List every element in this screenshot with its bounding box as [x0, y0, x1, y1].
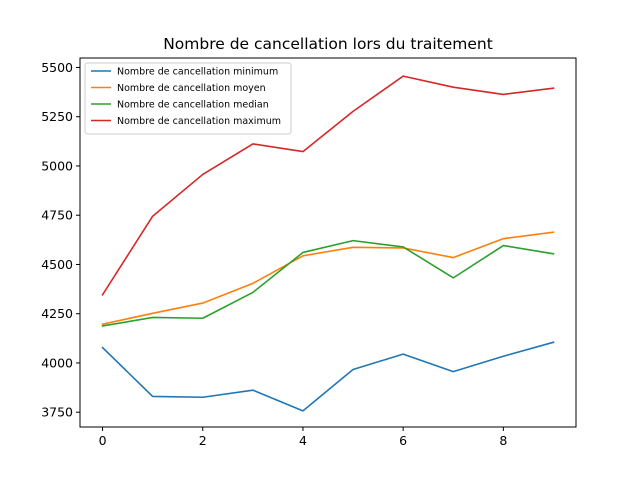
- series-line-0: [101, 341, 555, 412]
- legend-label-0: Nombre de cancellation minimum: [117, 66, 278, 77]
- x-axis: 0 2 4 6 8: [99, 427, 507, 448]
- x-tick-label: 2: [199, 433, 207, 448]
- series-layer: [101, 75, 555, 412]
- x-tick-label: 0: [99, 433, 107, 448]
- legend: Nombre de cancellation minimum Nombre de …: [84, 62, 292, 135]
- legend-label-2: Nombre de cancellation median: [117, 99, 269, 110]
- x-tick-label: 6: [399, 433, 407, 448]
- y-tick-label: 5500: [41, 60, 73, 75]
- y-axis: 3750 4000 4250 4500 4750 5000 5250 5500: [41, 60, 80, 420]
- series-line-2: [101, 239, 555, 327]
- y-tick-label: 5250: [41, 109, 73, 124]
- series-line-1: [101, 231, 555, 326]
- y-tick-label: 4250: [41, 306, 73, 321]
- chart-title: Nombre de cancellation lors du traitemen…: [163, 35, 493, 53]
- y-tick-label: 4750: [41, 208, 73, 223]
- legend-box: [84, 62, 292, 135]
- y-tick-label: 4000: [41, 355, 73, 370]
- series-line-3: [101, 75, 555, 296]
- x-tick-label: 8: [499, 433, 507, 448]
- y-tick-label: 5000: [41, 158, 73, 173]
- legend-label-1: Nombre de cancellation moyen: [117, 83, 266, 94]
- y-tick-label: 3750: [41, 405, 73, 420]
- x-tick-label: 4: [299, 433, 307, 448]
- legend-label-3: Nombre de cancellation maximum: [117, 116, 281, 127]
- plot-area-frame: [79, 57, 577, 428]
- y-tick-label: 4500: [41, 257, 73, 272]
